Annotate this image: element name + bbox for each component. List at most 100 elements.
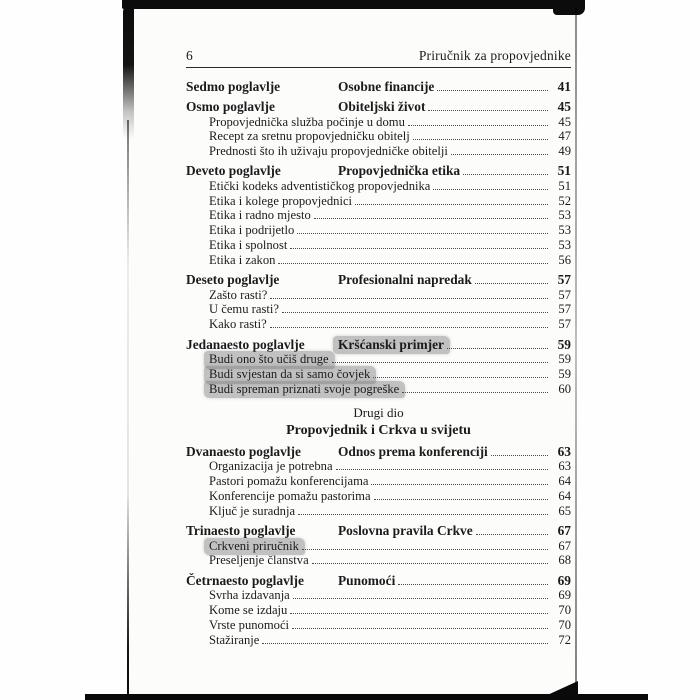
photo-top-edge	[122, 0, 584, 9]
page-ref: 72	[558, 632, 571, 647]
dot-leader	[373, 376, 548, 378]
toc-sub-row: Zašto rasti? 57	[186, 288, 571, 303]
chapter-title: Obiteljski život	[338, 99, 426, 114]
dot-leader	[475, 534, 548, 536]
sub-title: Organizacija je potrebna	[209, 459, 333, 474]
page-ref: 64	[558, 489, 571, 504]
toc-chapter-row: Osmo poglavlje Obiteljski život 45	[186, 99, 571, 115]
header-rule	[186, 67, 571, 68]
page-ref: 59	[557, 336, 571, 352]
chapter-title: Odnos prema konferenciji	[338, 443, 488, 459]
book-page: 6 Priručnik za propovjednike Sedmo pogla…	[130, 8, 576, 695]
page-header: 6 Priručnik za propovjednike	[186, 48, 571, 64]
toc-sub-row: Crkveni priručnik 67	[186, 537, 571, 556]
toc-sub-row: Etika i zakon 56	[186, 253, 571, 268]
dot-leader	[298, 513, 548, 515]
dot-leader	[292, 627, 548, 629]
toc-sub-row: Organizacija je potrebna 63	[186, 459, 571, 474]
sub-title: Stažiranje	[209, 632, 260, 647]
sub-title: Budi svjestan da si samo čovjek	[204, 365, 377, 384]
dot-leader	[313, 218, 548, 220]
photo-left-edge	[127, 120, 129, 695]
part-title: Propovjednik i Crkva u svijetu	[286, 423, 471, 439]
toc-sub-row: Etika i radno mjesto 53	[186, 208, 571, 223]
dot-leader	[450, 154, 548, 156]
toc-sub-row: Konferencije pomažu pastorima 64	[186, 489, 571, 504]
toc-sub-row: Ključ je suradnja 65	[186, 504, 571, 519]
dot-leader	[335, 469, 548, 471]
toc-chapter-row: Trinaesto poglavlje Poslovna pravila Crk…	[186, 523, 571, 539]
page-ref: 70	[558, 617, 571, 632]
photo-bottom-edge	[85, 694, 648, 700]
table-of-contents: Sedmo poglavlje Osobne financije 41 Osmo…	[186, 79, 571, 647]
page-ref: 51	[558, 178, 571, 193]
page-ref: 51	[557, 163, 571, 179]
dot-leader	[292, 598, 548, 600]
page-ref: 57	[557, 272, 571, 288]
page-ref: 45	[557, 99, 571, 114]
sub-title: Budi ono što učiš druge	[204, 351, 335, 369]
part-divider: Drugi dio Propovjednik i Crkva u svijetu	[186, 405, 571, 439]
toc-sub-row: Etika i podrijetlo 53	[186, 223, 571, 238]
page-ref: 57	[558, 302, 571, 317]
chapter-title: Poslovna pravila Crkve	[338, 523, 473, 539]
sub-title: Etika i kolege propovjednici	[209, 193, 353, 208]
toc-sub-row: Vrste punomoći 70	[186, 618, 571, 633]
sub-title: Etika i spolnost	[209, 238, 288, 253]
chapter-label: Deseto poglavlje	[186, 272, 280, 288]
page-ref: 53	[558, 208, 571, 223]
dot-leader	[281, 312, 548, 314]
dot-leader	[262, 642, 548, 644]
dot-leader	[355, 203, 548, 205]
chapter-title: Osobne financije	[338, 79, 435, 94]
page-ref: 65	[558, 503, 571, 518]
sub-title: U čemu rasti?	[209, 302, 279, 317]
page-ref: 57	[558, 317, 571, 332]
toc-chapter-row: Deseto poglavlje Profesionalni napredak …	[186, 272, 571, 288]
dot-leader	[412, 139, 548, 141]
part-label: Drugi dio	[353, 405, 404, 421]
page-ref: 67	[558, 538, 571, 553]
dot-leader	[474, 283, 548, 285]
chapter-title: Kršćanski primjer	[333, 335, 450, 355]
sub-title: Konferencije pomažu pastorima	[209, 489, 371, 504]
dot-leader	[433, 188, 548, 190]
toc-sub-row: Etika i spolnost 53	[186, 238, 571, 253]
page-ref: 69	[558, 588, 571, 603]
dot-leader	[463, 174, 548, 176]
dot-leader	[447, 347, 548, 349]
dot-leader	[428, 110, 548, 111]
sub-title: Pastori pomažu konferencijama	[209, 474, 369, 489]
dot-leader	[437, 90, 548, 91]
running-title: Priručnik za propovjednike	[418, 48, 571, 63]
page-ref: 60	[558, 381, 571, 396]
dot-leader	[301, 548, 548, 550]
chapter-title: Profesionalni napredak	[338, 272, 472, 288]
page-ref: 47	[558, 129, 571, 144]
page-ref: 53	[558, 238, 571, 253]
dot-leader	[490, 454, 548, 456]
dot-leader	[402, 391, 548, 393]
photo-top-right-edge	[553, 0, 585, 15]
toc-chapter-row: Deveto poglavlje Propovjednička etika 51	[186, 163, 571, 179]
dot-leader	[278, 262, 548, 264]
dot-leader	[398, 583, 548, 585]
toc-sub-row: Propovjednička služba počinje u domu 45	[186, 115, 571, 130]
chapter-label: Četrnaesto poglavlje	[186, 572, 304, 588]
toc-chapter-row: Četrnaesto poglavlje Punomoći 69	[186, 573, 571, 589]
dot-leader	[373, 499, 548, 501]
dot-leader	[371, 484, 548, 486]
sub-title: Propovjednička služba počinje u domu	[209, 114, 405, 129]
page-ref: 59	[558, 366, 571, 381]
page-ref: 69	[557, 572, 571, 588]
dot-leader	[407, 124, 548, 126]
sub-title: Kome se izdaju	[209, 603, 288, 618]
sub-title: Budi spreman priznati svoje pogreške	[204, 380, 406, 399]
chapter-label: Dvanaesto poglavlje	[186, 443, 301, 459]
page-ref: 68	[558, 553, 571, 568]
sub-title: Etički kodeks adventističkog propovjedni…	[209, 178, 431, 193]
dot-leader	[269, 327, 548, 329]
sub-title: Kako rasti?	[209, 317, 267, 332]
sub-title: Etika i zakon	[209, 252, 276, 267]
chapter-title: Punomoći	[338, 572, 396, 588]
